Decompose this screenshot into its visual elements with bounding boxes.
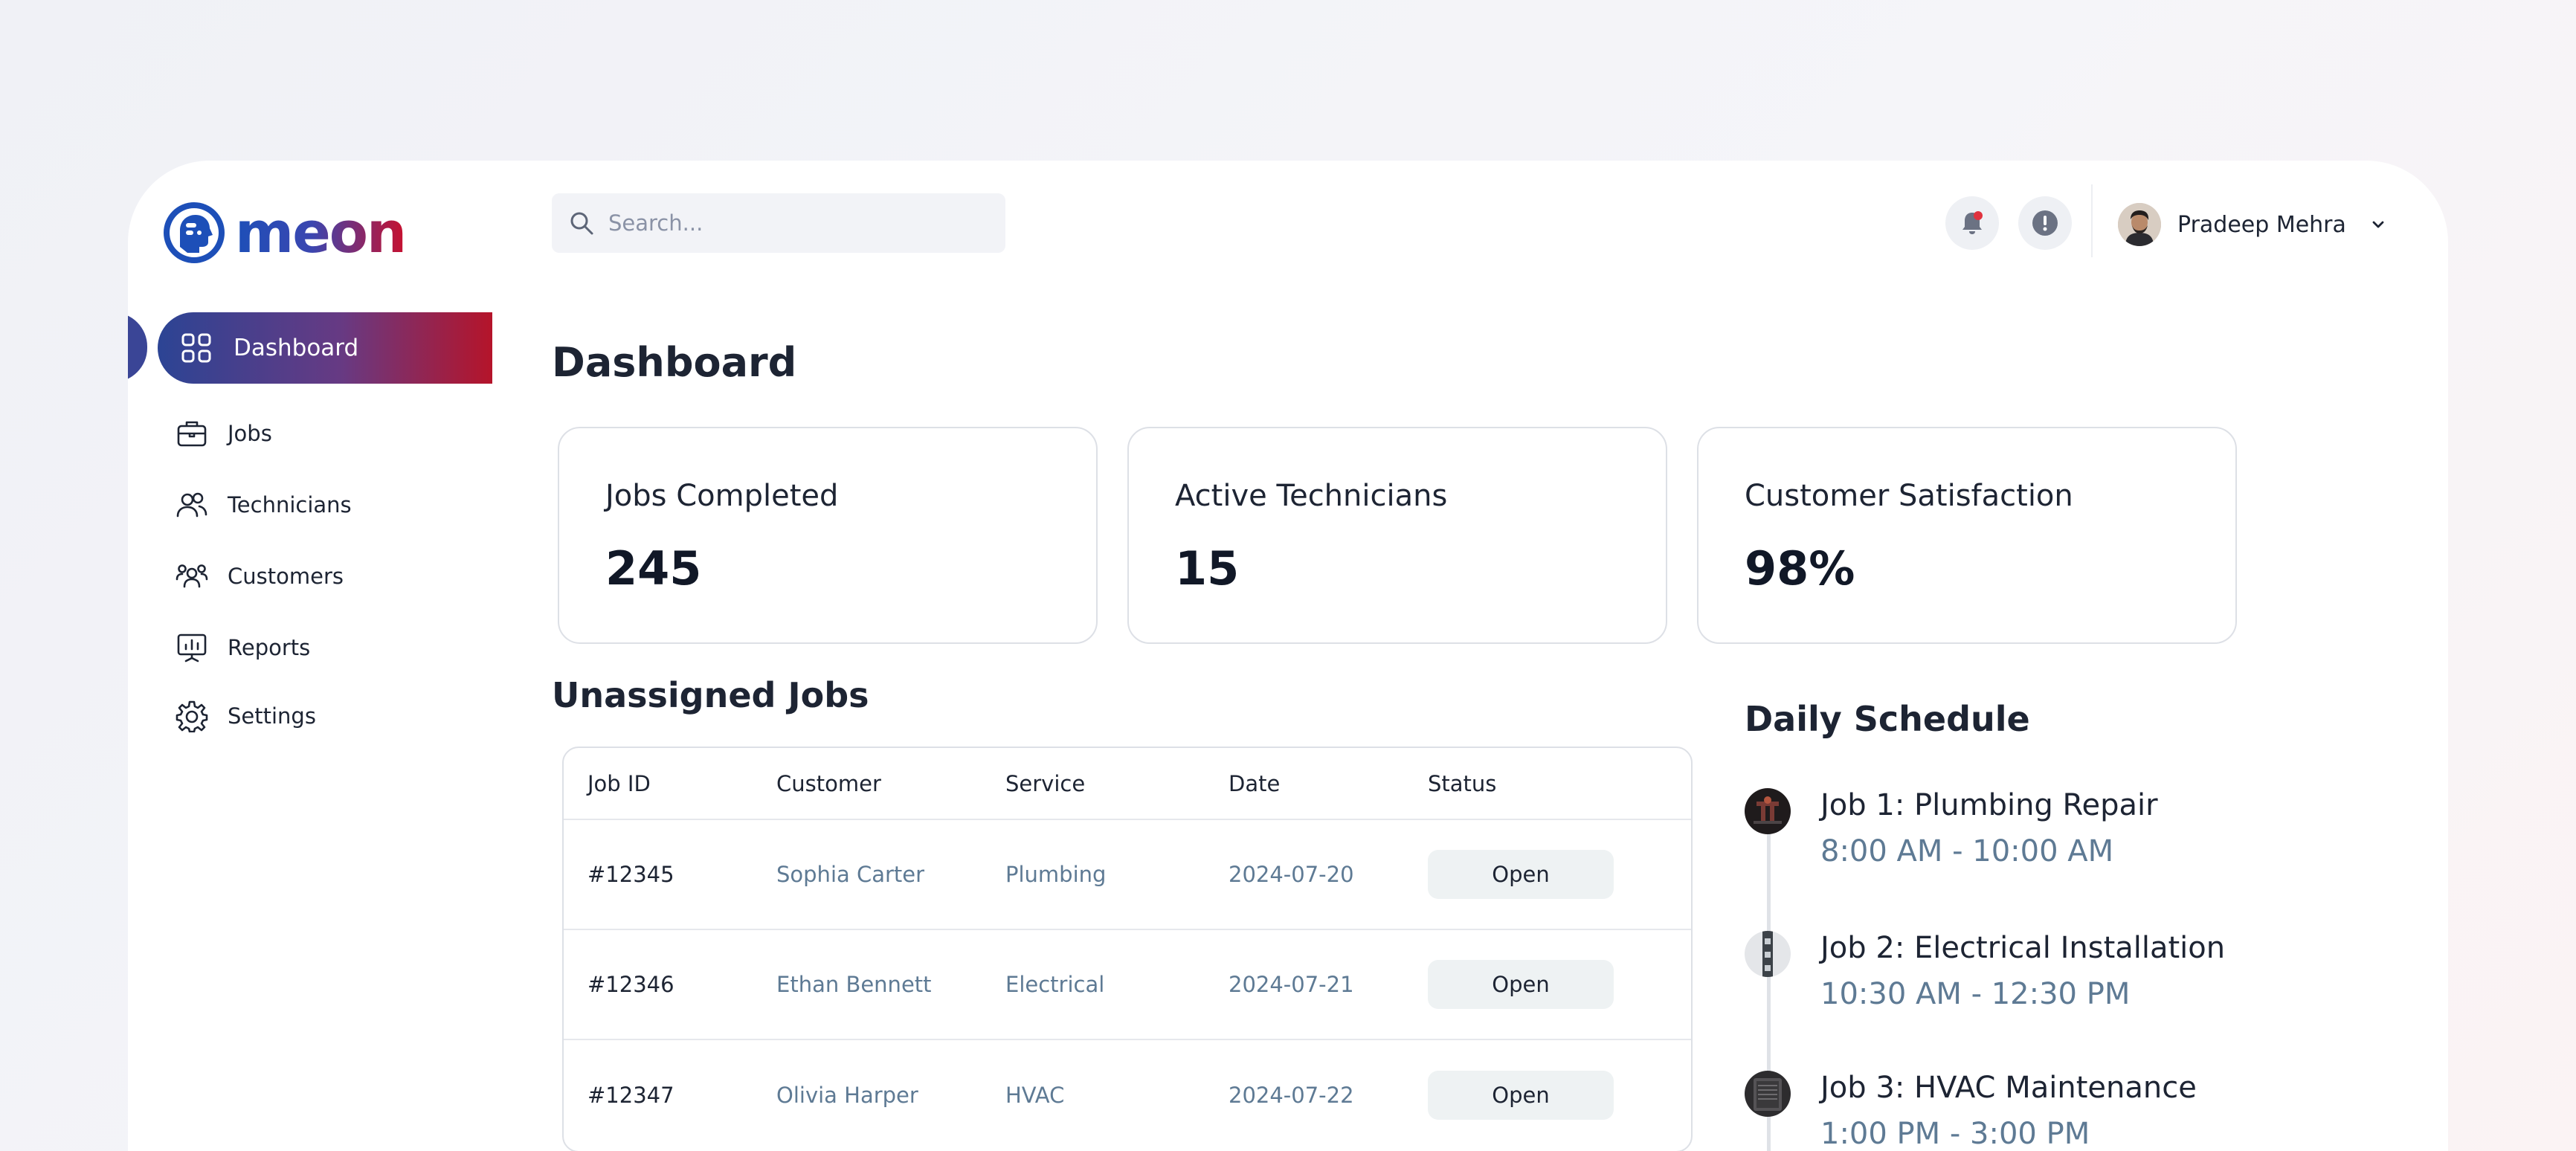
stat-value: 245 xyxy=(605,541,702,596)
timeline-line xyxy=(1767,815,1771,1151)
column-header-service[interactable]: Service xyxy=(1005,770,1086,796)
search-bar[interactable] xyxy=(552,193,1005,253)
notifications-button[interactable] xyxy=(1945,196,1999,250)
logo-head-icon xyxy=(164,202,225,263)
sidebar-item-label: Dashboard xyxy=(234,335,359,361)
brand-logo[interactable]: meon xyxy=(162,199,407,266)
header-divider xyxy=(2091,184,2093,257)
sidebar-item-technicians[interactable]: Technicians xyxy=(176,484,352,526)
status-cell: Open xyxy=(1428,929,1691,1039)
plumbing-icon xyxy=(1745,788,1791,834)
hvac-icon xyxy=(1745,1071,1791,1117)
page-title: Dashboard xyxy=(552,339,797,386)
avatar[interactable] xyxy=(2118,203,2161,246)
sidebar-item-jobs[interactable]: Jobs xyxy=(176,413,272,454)
status-badge[interactable]: Open xyxy=(1428,960,1614,1009)
alert-circle-icon xyxy=(2032,210,2058,236)
column-header-status[interactable]: Status xyxy=(1428,770,1497,796)
date-cell: 2024-07-20 xyxy=(1229,862,1354,887)
stat-value: 15 xyxy=(1175,541,1240,596)
sidebar-item-label: Settings xyxy=(228,703,316,729)
column-header-customer[interactable]: Customer xyxy=(776,770,881,796)
user-menu[interactable]: Pradeep Mehra xyxy=(2118,201,2388,248)
stat-label: Active Technicians xyxy=(1175,479,1448,513)
electrical-icon xyxy=(1745,931,1791,977)
search-input[interactable] xyxy=(608,210,980,236)
schedule-item-title: Job 1: Plumbing Repair xyxy=(1820,788,2158,822)
stat-card-active-technicians: Active Technicians 15 xyxy=(1127,427,1667,644)
grid-icon xyxy=(181,333,211,363)
app-window: meon Dashboard Jobs xyxy=(128,161,2448,1151)
status-badge[interactable]: Open xyxy=(1428,1070,1614,1120)
stat-label: Customer Satisfaction xyxy=(1745,479,2073,513)
unassigned-jobs-title: Unassigned Jobs xyxy=(552,675,869,715)
daily-schedule-title: Daily Schedule xyxy=(1745,699,2030,739)
job-id-cell: #12346 xyxy=(587,972,674,997)
sidebar-item-reports[interactable]: Reports xyxy=(176,627,310,668)
schedule-item-time: 8:00 AM - 10:00 AM xyxy=(1820,834,2114,868)
stat-label: Jobs Completed xyxy=(605,479,839,513)
customer-cell: Olivia Harper xyxy=(776,1082,918,1108)
job-id-cell: #12345 xyxy=(587,862,674,887)
info-button[interactable] xyxy=(2018,196,2072,250)
job-id-cell: #12347 xyxy=(587,1082,674,1108)
active-nav-marker xyxy=(128,312,147,382)
schedule-item-title: Job 2: Electrical Installation xyxy=(1820,931,2226,965)
stat-value: 98% xyxy=(1745,541,1855,596)
gear-icon xyxy=(176,700,208,732)
users-icon xyxy=(176,492,207,518)
table-row[interactable]: #12345 Sophia Carter Plumbing 2024-07-20… xyxy=(564,819,1691,929)
sidebar-item-settings[interactable]: Settings xyxy=(176,695,316,737)
service-cell: Electrical xyxy=(1005,972,1105,997)
table-row[interactable]: #12346 Ethan Bennett Electrical 2024-07-… xyxy=(564,929,1691,1039)
brand-name: meon xyxy=(235,199,407,265)
column-header-date[interactable]: Date xyxy=(1229,770,1281,796)
briefcase-icon xyxy=(177,421,207,447)
schedule-item-title: Job 3: HVAC Maintenance xyxy=(1820,1071,2197,1105)
stat-card-jobs-completed: Jobs Completed 245 xyxy=(558,427,1098,644)
schedule-item-time: 10:30 AM - 12:30 PM xyxy=(1820,977,2131,1011)
customer-cell: Sophia Carter xyxy=(776,862,925,887)
customer-cell: Ethan Bennett xyxy=(776,972,932,997)
search-icon xyxy=(570,212,593,235)
table-row[interactable]: #12347 Olivia Harper HVAC 2024-07-22 Ope… xyxy=(564,1039,1691,1150)
status-cell: Open xyxy=(1428,819,1691,929)
customers-icon xyxy=(176,564,208,588)
date-cell: 2024-07-22 xyxy=(1229,1082,1354,1108)
unassigned-jobs-table: Job ID Customer Service Date Status #123… xyxy=(562,747,1693,1151)
sidebar-item-dashboard[interactable]: Dashboard xyxy=(158,312,492,384)
table-header-row: Job ID Customer Service Date Status xyxy=(564,748,1691,819)
bell-icon xyxy=(1962,211,1983,234)
stat-card-customer-satisfaction: Customer Satisfaction 98% xyxy=(1697,427,2237,644)
column-header-job-id[interactable]: Job ID xyxy=(587,770,651,796)
sidebar-item-customers[interactable]: Customers xyxy=(176,555,344,597)
chevron-down-icon[interactable] xyxy=(2369,215,2388,234)
sidebar-item-label: Customers xyxy=(228,564,344,589)
status-cell: Open xyxy=(1428,1039,1691,1150)
user-name: Pradeep Mehra xyxy=(2177,211,2346,238)
service-cell: HVAC xyxy=(1005,1082,1065,1108)
chart-board-icon xyxy=(177,633,207,662)
user-avatar-icon xyxy=(2118,203,2161,246)
schedule-item-time: 1:00 PM - 3:00 PM xyxy=(1820,1117,2090,1151)
service-cell: Plumbing xyxy=(1005,862,1107,887)
date-cell: 2024-07-21 xyxy=(1229,972,1354,997)
sidebar-item-label: Jobs xyxy=(228,421,272,446)
sidebar-item-label: Technicians xyxy=(228,492,352,518)
sidebar-item-label: Reports xyxy=(228,635,311,660)
status-badge[interactable]: Open xyxy=(1428,850,1614,899)
